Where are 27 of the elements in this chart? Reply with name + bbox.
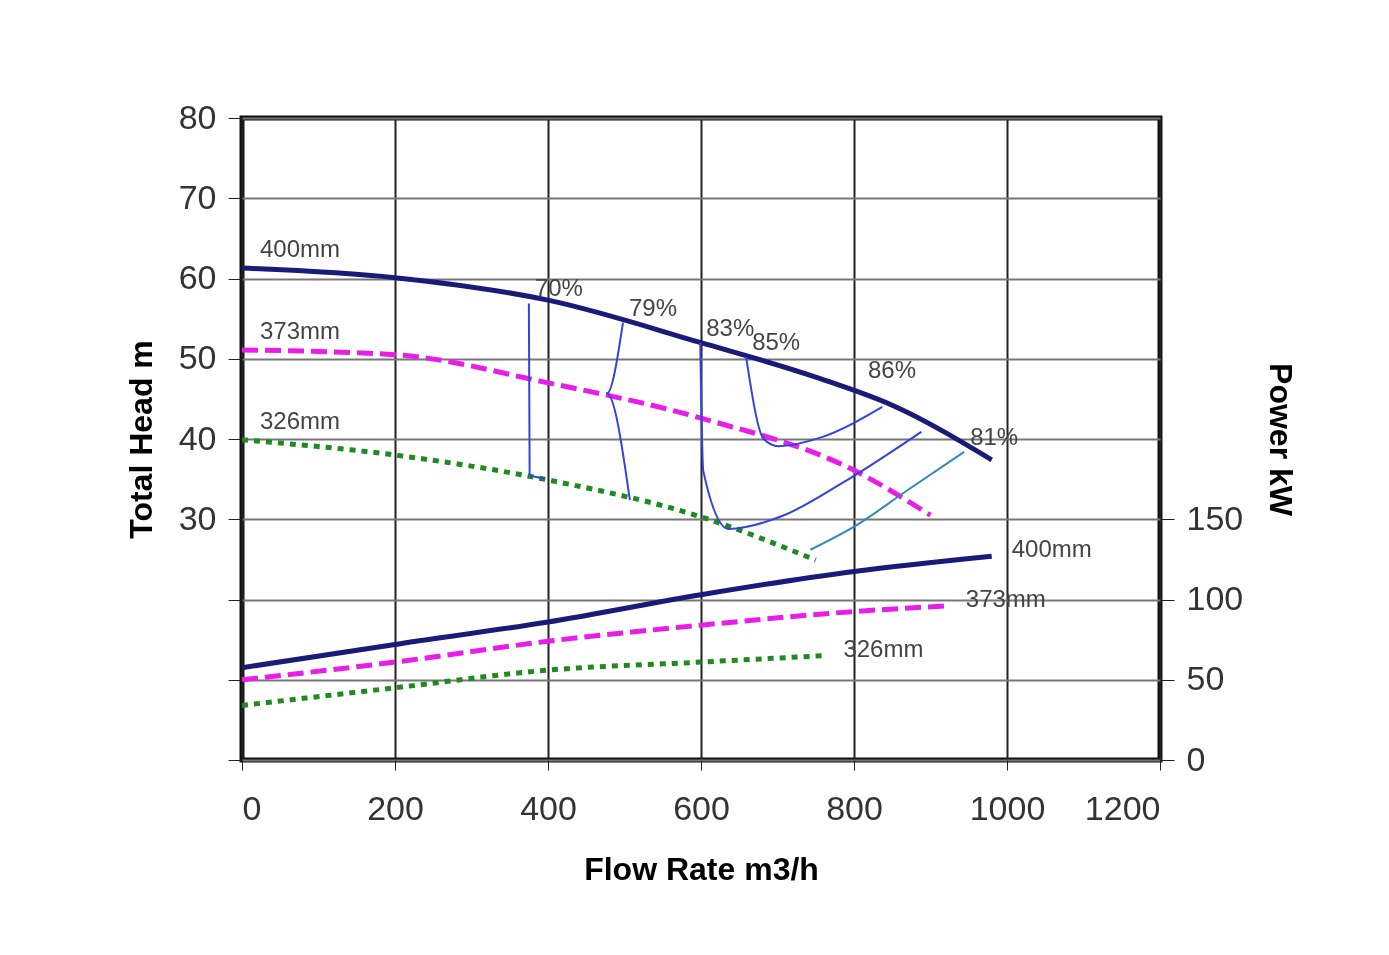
series-label: 400mm bbox=[260, 235, 341, 263]
y2-tick-label: 100 bbox=[1186, 579, 1244, 617]
x-tick-label: 400 bbox=[520, 788, 577, 827]
x-tick-label: 200 bbox=[367, 788, 424, 827]
series-label: 326mm bbox=[260, 406, 341, 434]
y2-tick-label: 50 bbox=[1186, 659, 1225, 698]
y-tick-label: 30 bbox=[178, 498, 217, 537]
x-tick-label: 800 bbox=[826, 788, 883, 827]
y2-tick-label: 150 bbox=[1186, 498, 1244, 537]
y-axis-title: Total Head m bbox=[122, 340, 159, 539]
y-tick-label: 80 bbox=[178, 97, 217, 136]
annotation: 86% bbox=[868, 355, 917, 383]
line-series bbox=[809, 450, 966, 551]
x-axis-title: Flow Rate m3/h bbox=[584, 850, 819, 887]
y2-axis-title: Power kW bbox=[1263, 363, 1300, 517]
series-label: 373mm bbox=[260, 316, 341, 344]
y-tick-label: 40 bbox=[178, 418, 217, 457]
y-tick-label: 70 bbox=[178, 177, 217, 216]
y-tick-label: 50 bbox=[178, 338, 217, 377]
series-label: 79% bbox=[628, 293, 678, 321]
y2-tick-label: 0 bbox=[1186, 739, 1206, 778]
series-label: 400mm bbox=[1011, 535, 1092, 563]
x-tick-label: 600 bbox=[673, 788, 730, 827]
x-tick-label: 1000 bbox=[969, 788, 1046, 827]
x-tick-label: 1200 bbox=[1084, 788, 1161, 827]
x-tick-label: 0 bbox=[242, 788, 262, 827]
y-tick-label: 60 bbox=[178, 258, 217, 296]
